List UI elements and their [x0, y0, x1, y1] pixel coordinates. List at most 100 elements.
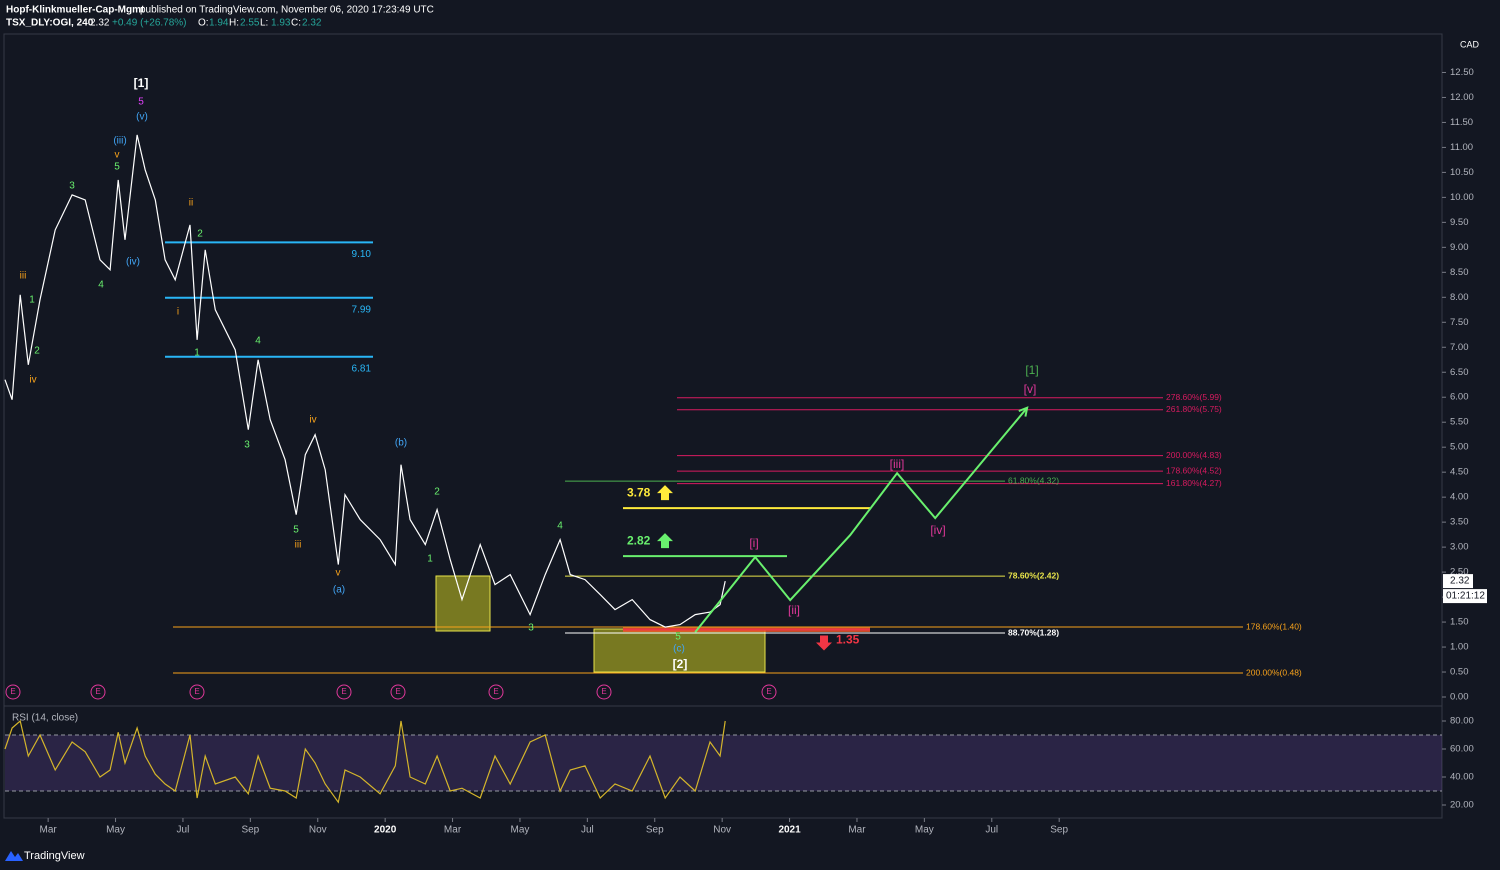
wave-label: iii — [20, 271, 27, 282]
earnings-marker — [90, 684, 106, 700]
y-tick-label: 10.00 — [1450, 192, 1474, 203]
wave-label: iv — [29, 375, 36, 386]
x-tick-label: Nov — [713, 825, 731, 836]
y-tick-label: 3.50 — [1450, 517, 1469, 528]
y-tick-label: 1.00 — [1450, 642, 1469, 653]
wave-label: 5 — [293, 525, 299, 536]
x-tick-label: Sep — [241, 825, 259, 836]
rsi-title: RSI (14, close) — [12, 713, 78, 724]
y-tick-label: 9.00 — [1450, 242, 1469, 253]
y-tick-label: 10.50 — [1450, 167, 1474, 178]
y-tick-label: 12.00 — [1450, 92, 1474, 103]
level-label: 261.80%(5.75) — [1166, 404, 1222, 414]
ohlc-value: 2.55 — [240, 18, 260, 29]
x-tick-label: 2021 — [778, 825, 801, 836]
x-tick-label: Jul — [581, 825, 594, 836]
earnings-label: E — [395, 687, 400, 696]
level-label: 88.70%(1.28) — [1008, 627, 1059, 637]
wave-label: 4 — [98, 280, 104, 291]
x-tick-label: 2020 — [374, 825, 397, 836]
y-tick-label: 6.00 — [1450, 392, 1469, 403]
earnings-marker — [761, 684, 777, 700]
y-tick-label: 0.00 — [1450, 692, 1469, 703]
y-tick-label: 2.50 — [1450, 567, 1469, 578]
currency: CAD — [1460, 39, 1480, 49]
wave-label: (iv) — [126, 257, 140, 268]
x-tick-label: May — [511, 825, 530, 836]
level-label: 178.60%(1.40) — [1246, 621, 1302, 631]
wave-label: 5 — [138, 97, 144, 108]
price-tag-box — [1443, 574, 1473, 589]
target-arrow — [816, 635, 832, 651]
ohlc-key: H: — [229, 18, 239, 29]
price-tag: 2.32 — [1450, 576, 1470, 587]
wave-label: 3 — [69, 181, 75, 192]
x-tick-label: Mar — [444, 825, 462, 836]
level-label: 200.00%(4.83) — [1166, 450, 1222, 460]
y-tick-label: 8.50 — [1450, 267, 1469, 278]
earnings-label: E — [194, 687, 199, 696]
x-tick-label: Jul — [177, 825, 190, 836]
ohlc-value: 1.93 — [271, 18, 291, 29]
level-label: 200.00%(0.48) — [1246, 667, 1302, 677]
y-tick-label: 7.00 — [1450, 342, 1469, 353]
target-box — [435, 575, 491, 632]
earnings-label: E — [10, 687, 15, 696]
ohlc-key: O: — [198, 18, 209, 29]
x-tick-label: Sep — [1050, 825, 1068, 836]
level-label: 161.80%(4.27) — [1166, 478, 1222, 488]
wave-label: i — [177, 307, 179, 318]
y-tick-label: 80.00 — [1450, 716, 1474, 727]
wave-label: (iii) — [113, 136, 126, 147]
wave-label: [1] — [1025, 363, 1038, 377]
y-tick-label: 5.50 — [1450, 417, 1469, 428]
y-tick-label: 7.50 — [1450, 317, 1469, 328]
wave-label: 3 — [528, 623, 534, 634]
earnings-marker — [488, 684, 504, 700]
wave-label: 5 — [114, 162, 120, 173]
wave-label: [2] — [673, 657, 688, 671]
earnings-label: E — [601, 687, 606, 696]
y-tick-label: 4.00 — [1450, 492, 1469, 503]
y-tick-label: 9.50 — [1450, 217, 1469, 228]
wave-label: [ii] — [788, 603, 800, 617]
level-label: 178.60%(4.52) — [1166, 465, 1222, 475]
rsi-line — [4, 719, 726, 804]
earnings-marker — [336, 684, 352, 700]
price-line — [4, 134, 726, 628]
publisher: Hopf-Klinkmueller-Cap-Mgmt — [6, 5, 145, 16]
ohlc-value: 2.32 — [302, 18, 322, 29]
ohlc-value: 1.94 — [209, 18, 229, 29]
published: published on TradingView.com, November 0… — [140, 5, 434, 16]
wave-label: 4 — [255, 336, 261, 347]
target-arrow — [657, 485, 673, 501]
earnings-marker — [5, 684, 21, 700]
wave-label: [i] — [749, 536, 758, 550]
target-label: 3.78 — [627, 485, 651, 499]
earnings-label: E — [341, 687, 346, 696]
wave-label: 1 — [427, 554, 433, 565]
brand-logo — [5, 851, 23, 861]
y-tick-label: 5.00 — [1450, 442, 1469, 453]
last-price: 2.32 — [90, 18, 110, 29]
x-tick-label: Jul — [985, 825, 998, 836]
change: +0.49 (+26.78%) — [112, 18, 187, 29]
ohlc-key: L: — [260, 18, 268, 29]
earnings-marker — [390, 684, 406, 700]
wave-label: [1] — [134, 76, 149, 90]
countdown: 01:21:12 — [1446, 591, 1485, 602]
wave-label: 2 — [197, 229, 203, 240]
earnings-marker — [596, 684, 612, 700]
wave-label: (b) — [395, 438, 407, 449]
y-tick-label: 12.50 — [1450, 67, 1474, 78]
wave-label: (a) — [333, 585, 345, 596]
y-tick-label: 20.00 — [1450, 800, 1474, 811]
wave-label: v — [115, 150, 120, 161]
y-tick-label: 6.50 — [1450, 367, 1469, 378]
y-tick-label: 40.00 — [1450, 772, 1474, 783]
x-tick-label: Nov — [309, 825, 327, 836]
earnings-label: E — [766, 687, 771, 696]
level-label: 278.60%(5.99) — [1166, 392, 1222, 402]
